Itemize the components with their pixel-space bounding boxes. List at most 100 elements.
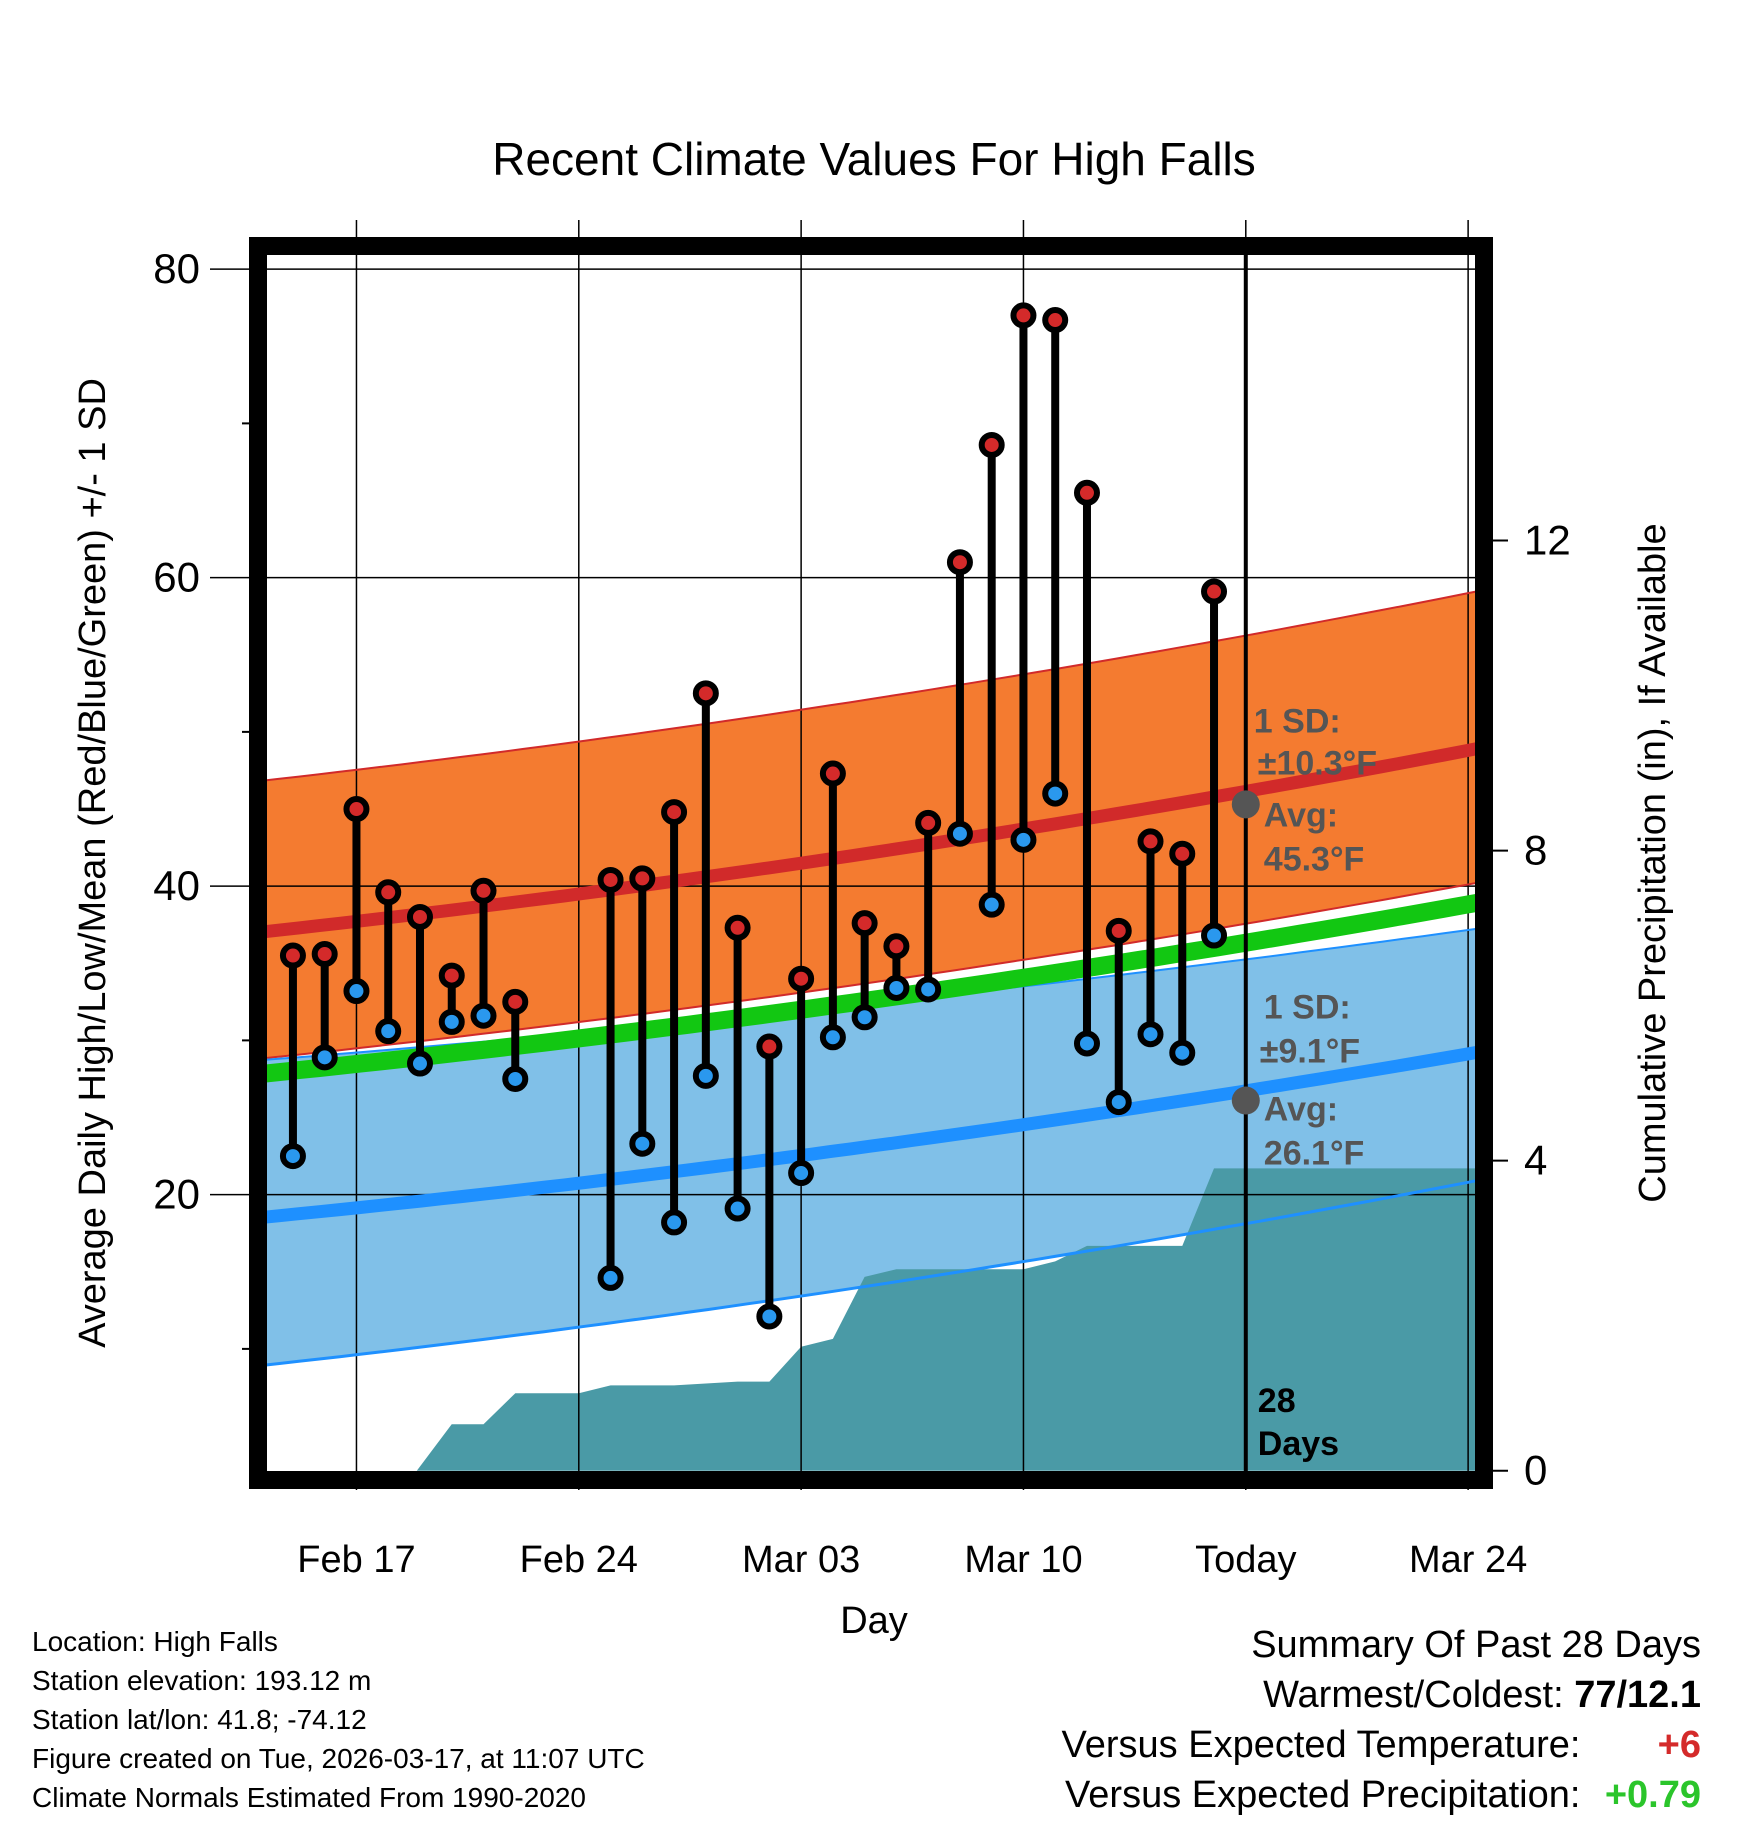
normal-high-line [257, 740, 1486, 939]
summary-title: Summary Of Past 28 Days [1251, 1624, 1701, 1666]
summary-temp-row: Versus Expected Temperature: +6 [1062, 1720, 1701, 1770]
y-axis-label: Average Daily High/Low/Mean (Red/Blue/Gr… [72, 378, 114, 1348]
y2-tick-label: 8 [1524, 827, 1547, 874]
daily-low-point [279, 1143, 306, 1170]
plot-frame [249, 237, 1493, 1489]
location-text: Location: High Falls [32, 1626, 278, 1657]
station-info: Location: High Falls Station elevation: … [32, 1622, 645, 1817]
daily-high-point [819, 760, 846, 787]
x-tick-label: Mar 24 [1409, 1539, 1527, 1581]
daily-high-point [724, 914, 751, 941]
daily-high-point [788, 965, 815, 992]
y-tick-label: 40 [153, 862, 200, 909]
daily-low-point [343, 978, 370, 1005]
daily-high-point [629, 865, 656, 892]
daily-high-point [978, 431, 1005, 458]
days-word-label: Days [1258, 1425, 1339, 1463]
daily-high-point [406, 903, 433, 930]
high-sd-lower-line [257, 880, 1485, 1060]
daily-low-point [819, 1024, 846, 1051]
warmest-label: Warmest/Coldest: [1263, 1674, 1564, 1716]
elevation-text: Station elevation: 193.12 m [32, 1665, 372, 1696]
high-sd-label: 1 SD: [1254, 702, 1341, 740]
daily-low-point [311, 1044, 338, 1071]
daily-high-point [343, 796, 370, 823]
y2-tick-label: 12 [1524, 517, 1571, 564]
daily-low-point [756, 1303, 783, 1330]
daily-high-point [756, 1033, 783, 1060]
daily-high-point [1105, 917, 1132, 944]
low-avg-value: 26.1°F [1264, 1135, 1365, 1173]
high-avg-value: 45.3°F [1264, 840, 1365, 878]
x-axis-label: Day [840, 1600, 908, 1642]
daily-high-point [1010, 302, 1037, 329]
daily-high-point [946, 549, 973, 576]
daily-high-point [851, 910, 878, 937]
daily-high-point [1169, 840, 1196, 867]
latlon-text: Station lat/lon: 41.8; -74.12 [32, 1704, 367, 1735]
daily-high-point [661, 799, 688, 826]
daily-low-point [470, 1002, 497, 1029]
daily-low-point [915, 976, 942, 1003]
daily-high-point [597, 866, 624, 893]
chart-title: Recent Climate Values For High Falls [492, 133, 1256, 185]
temp-label: Versus Expected Temperature: [1061, 1724, 1581, 1766]
daily-low-point [946, 820, 973, 847]
low-sd-label: 1 SD: [1264, 989, 1351, 1027]
x-tick-label: Feb 17 [297, 1539, 415, 1581]
daily-low-point [692, 1062, 719, 1089]
high-sd-value: ±10.3°F [1258, 744, 1377, 782]
low-sd-value: ±9.1°F [1260, 1033, 1360, 1071]
daily-low-point [1042, 780, 1069, 807]
temp-value: +6 [1657, 1724, 1701, 1766]
created-text: Figure created on Tue, 2026-03-17, at 11… [32, 1743, 645, 1774]
high-avg-marker [1231, 790, 1260, 819]
daily-low-point [1010, 826, 1037, 853]
daily-high-point [470, 877, 497, 904]
summary-precip-row: Versus Expected Precipitation: +0.79 [1062, 1770, 1701, 1820]
high-sd-band [258, 590, 1484, 1059]
daily-high-point [1137, 828, 1164, 855]
daily-low-point [724, 1195, 751, 1222]
daily-low-point [661, 1209, 688, 1236]
y2-tick-label: 4 [1524, 1137, 1547, 1184]
daily-low-point [629, 1130, 656, 1157]
y-tick-label: 20 [153, 1171, 200, 1218]
daily-high-point [1201, 578, 1228, 605]
daily-low-point [406, 1050, 433, 1077]
warmest-value: 77/12.1 [1574, 1674, 1701, 1716]
normal-mean-line [257, 892, 1486, 1084]
daily-low-point [375, 1018, 402, 1045]
daily-high-point [279, 942, 306, 969]
low-avg-label: Avg: [1264, 1091, 1338, 1129]
x-tick-label: Mar 03 [742, 1539, 860, 1581]
daily-low-point [502, 1065, 529, 1092]
high-sd-upper-line [257, 589, 1485, 783]
daily-high-point [692, 680, 719, 707]
daily-high-point [502, 988, 529, 1015]
precip-value: +0.79 [1604, 1774, 1701, 1816]
low-avg-marker [1231, 1086, 1260, 1115]
daily-low-point [978, 891, 1005, 918]
daily-low-point [1169, 1039, 1196, 1066]
daily-low-point [883, 974, 910, 1001]
normal-low-line [257, 1044, 1486, 1225]
daily-low-point [1105, 1089, 1132, 1116]
daily-low-point [1137, 1021, 1164, 1048]
daily-high-point [883, 933, 910, 960]
daily-low-point [438, 1008, 465, 1035]
summary-warmest-row: Warmest/Coldest: 77/12.1 [1062, 1670, 1701, 1720]
low-sd-lower-line [257, 1177, 1485, 1368]
daily-high-point [375, 879, 402, 906]
precip-area [416, 1168, 1484, 1471]
x-tick-label: Today [1195, 1539, 1296, 1581]
y-tick-label: 80 [153, 245, 200, 292]
precip-label: Versus Expected Precipitation: [1065, 1774, 1581, 1816]
x-tick-label: Feb 24 [520, 1539, 638, 1581]
daily-high-point [1042, 307, 1069, 334]
days-count-label: 28 [1258, 1382, 1296, 1420]
summary-panel: Summary Of Past 28 Days Warmest/Coldest:… [1062, 1620, 1701, 1820]
y2-axis-label: Cumulative Precipitation (in), If Availa… [1632, 523, 1674, 1202]
daily-low-point [1201, 922, 1228, 949]
